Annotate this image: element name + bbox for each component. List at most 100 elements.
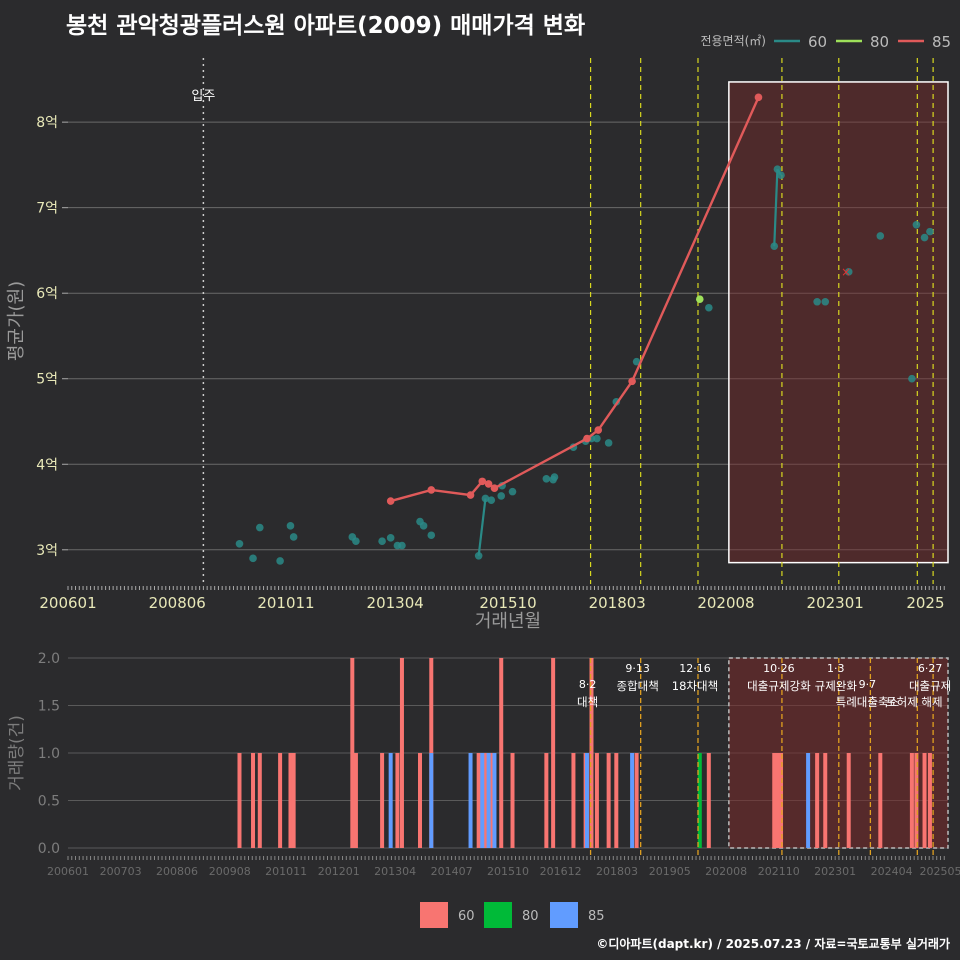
bar-60 (922, 753, 927, 848)
data-point-60 (386, 534, 395, 542)
bar-60 (544, 753, 549, 848)
data-point-60 (427, 531, 436, 540)
data-point-60 (908, 374, 916, 383)
bar-legend-label-85: 85 (588, 909, 605, 924)
chart-title: 봉천 관악청광플러스원 아파트(2009) 매매가격 변화 (66, 13, 586, 39)
data-point-60 (926, 227, 934, 236)
bar-60 (909, 753, 914, 848)
bar-legend-swatch-60 (420, 902, 448, 928)
bar-x-tick-label: 202110 (758, 865, 800, 878)
data-point-60 (255, 523, 264, 532)
x-tick-label: 2025 (906, 594, 944, 612)
bar-y-tick-label: 0.0 (38, 841, 60, 857)
bar-60 (914, 753, 919, 848)
bar-60 (418, 753, 422, 848)
bar-x-tick-label: 202301 (814, 865, 856, 878)
bar-60 (499, 658, 504, 848)
bar-x-tick-label: 200703 (100, 865, 142, 878)
data-point-85 (628, 377, 636, 386)
bar-x-tick-label: 202505 (919, 865, 960, 878)
data-point-60 (352, 537, 360, 546)
y-tick-label: 3억 (36, 543, 58, 559)
bar-85 (429, 753, 434, 848)
y-tick-label: 5억 (36, 372, 58, 388)
bar-60 (476, 753, 481, 848)
bar-60 (878, 753, 883, 848)
bar-60 (775, 753, 780, 848)
bar-60 (353, 753, 358, 848)
bar-85 (486, 753, 491, 848)
data-point-60 (632, 357, 641, 366)
data-point-60 (593, 434, 601, 443)
policy-date: 9·13 (625, 662, 650, 675)
data-point-60 (821, 297, 830, 306)
data-point-60 (813, 297, 821, 306)
bar-85 (630, 753, 635, 848)
data-point-60 (705, 303, 713, 312)
data-point-85 (490, 484, 499, 493)
bar-x-tick-label: 201201 (318, 865, 360, 878)
bar-60 (846, 753, 851, 848)
bar-x-tick-label: 202404 (871, 865, 913, 878)
bar-60 (815, 753, 820, 848)
data-point-60 (604, 439, 613, 447)
bar-legend-label-60: 60 (458, 909, 475, 924)
bar-x-tick-label: 201612 (540, 865, 582, 878)
data-point-85 (386, 497, 395, 505)
x-tick-label: 201304 (367, 594, 424, 612)
bar-60 (594, 753, 599, 848)
policy-date: 8·2 (579, 678, 597, 691)
data-point-60 (497, 492, 506, 500)
data-point-60 (844, 268, 853, 276)
data-point-85 (427, 486, 436, 494)
data-point-85 (583, 434, 591, 443)
legend-label-85: 85 (932, 33, 951, 51)
bar-85 (806, 753, 811, 848)
policy-date: 9·7 (859, 678, 877, 691)
data-point-60 (276, 557, 284, 565)
y-axis-title: 평균가(원) (6, 281, 27, 361)
x-tick-label: 201803 (589, 594, 646, 612)
policy-date: 10·26 (763, 662, 795, 675)
bar-x-tick-label: 201905 (649, 865, 691, 878)
bar-60 (399, 658, 404, 848)
policy-date: 6·27 (918, 662, 943, 675)
bar-y-tick-label: 1.5 (38, 699, 60, 715)
x-tick-label: 201011 (257, 594, 314, 612)
data-point-60 (249, 554, 257, 563)
bar-60 (489, 753, 494, 848)
policy-label: 토허제 해제 (886, 695, 943, 709)
data-point-60 (912, 220, 921, 229)
x-tick-label: 200601 (39, 594, 96, 612)
data-point-80 (695, 295, 704, 303)
bar-x-tick-label: 202008 (705, 865, 747, 878)
bar-80 (697, 753, 702, 848)
data-point-85 (754, 93, 763, 102)
bar-x-tick-label: 201407 (431, 865, 473, 878)
data-point-60 (920, 233, 929, 242)
bar-x-tick-label: 200601 (47, 865, 89, 878)
y-tick-label: 7억 (36, 201, 58, 217)
bar-60 (510, 753, 515, 848)
data-point-60 (474, 551, 483, 560)
data-point-60 (235, 540, 244, 548)
policy-label: 대출규제 (909, 679, 951, 693)
bar-60 (589, 658, 594, 848)
bar-60 (251, 753, 256, 848)
bar-60 (291, 753, 296, 848)
move-in-label: 입주 (191, 89, 215, 104)
y-tick-label: 6억 (36, 286, 58, 302)
legend-label-80: 80 (870, 33, 889, 51)
data-point-60 (770, 242, 779, 250)
y-tick-label: 8억 (36, 115, 58, 131)
policy-label: 대출규제강화 (747, 679, 811, 693)
data-point-60 (508, 487, 517, 496)
data-point-60 (419, 522, 428, 530)
bar-85 (468, 753, 473, 848)
bar-x-tick-label: 200806 (156, 865, 198, 878)
bar-60 (779, 753, 784, 848)
policy-label: 규제완화 (815, 679, 858, 693)
bar-x-tick-label: 201803 (596, 865, 638, 878)
bar-60 (706, 753, 711, 848)
